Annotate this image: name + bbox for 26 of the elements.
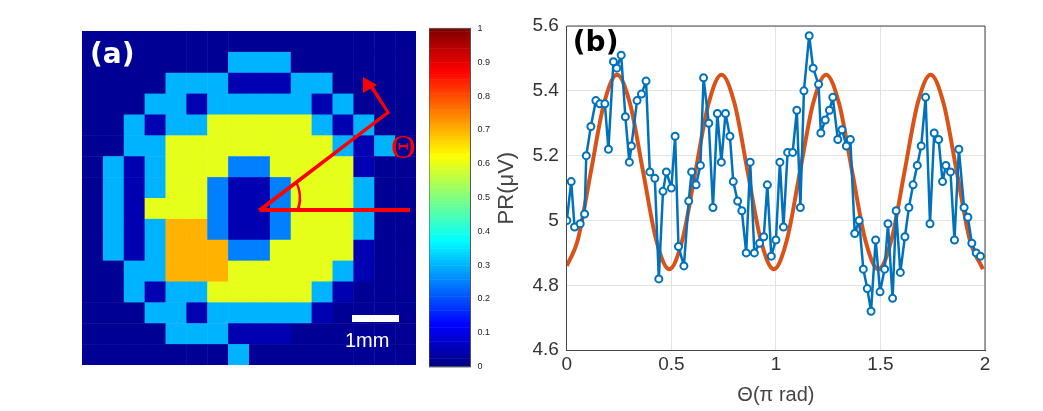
y-tick-label: 5.4 (532, 79, 560, 101)
x-tick-label: 0 (561, 352, 573, 374)
x-tick-label: 1.5 (867, 352, 894, 374)
y-axis-title: PR(μV) (493, 151, 519, 225)
y-tick-label: 4.6 (532, 338, 559, 360)
color-bar-label: 0.1 (477, 327, 490, 338)
color-bar-label: 0.6 (477, 158, 490, 169)
annotation: 1mm (345, 329, 390, 351)
x-axis-title: Θ(π rad) (737, 382, 815, 405)
color-bar-label: 0.3 (477, 259, 490, 270)
color-bar-label: 1 (477, 22, 483, 33)
y-tick-label: 4.8 (532, 273, 559, 295)
color-bar-label: 0.7 (477, 124, 490, 135)
x-tick-label: 0.5 (658, 352, 685, 374)
y-tick-label: 5.2 (532, 143, 559, 165)
color-bar-label: 0.9 (477, 56, 490, 67)
color-bar-label: 0.5 (477, 191, 490, 202)
color-bar-label: 0.4 (477, 225, 490, 236)
x-tick-label: 2 (979, 352, 991, 374)
annotation: (a) (90, 37, 135, 70)
y-tick-label: 5.6 (532, 14, 559, 36)
color-bar-label: 0.2 (477, 293, 490, 304)
color-bar-label: 0.8 (477, 90, 490, 101)
annotation: (b) (572, 25, 619, 59)
y-tick-label: 5 (548, 208, 559, 230)
x-tick-label: 1 (770, 352, 782, 374)
